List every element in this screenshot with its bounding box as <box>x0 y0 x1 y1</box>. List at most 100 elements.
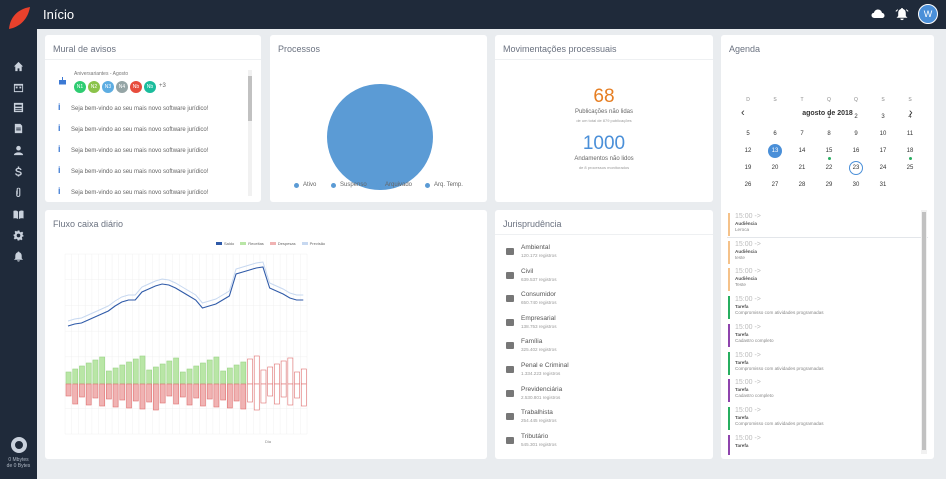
receita-bar[interactable] <box>233 364 240 385</box>
despesa-bar[interactable] <box>146 383 153 403</box>
receita-bar[interactable] <box>294 371 300 385</box>
agenda-event[interactable]: 15:00 -> Audiência Leroca <box>728 213 913 236</box>
agenda-event[interactable]: 15:00 -> Tarefa Cadastro completo <box>728 323 913 347</box>
calendar-day[interactable]: 29 <box>825 182 833 188</box>
birthdays-more[interactable]: +3 <box>159 83 166 89</box>
calendar-day[interactable]: 27 <box>771 182 779 188</box>
despesa-bar[interactable] <box>112 383 119 408</box>
receita-bar[interactable] <box>153 366 159 385</box>
calendar-day[interactable]: 9 <box>854 131 858 137</box>
agenda-event[interactable]: 15:00 -> Tarefa Cadastro completo <box>728 379 913 403</box>
receita-bar[interactable] <box>119 364 126 385</box>
receita-bar[interactable] <box>220 370 226 385</box>
despesa-bar[interactable] <box>206 383 213 400</box>
despesa-bar[interactable] <box>65 383 72 397</box>
nav-news[interactable] <box>0 98 37 116</box>
legend-item[interactable]: Saldo <box>216 241 234 246</box>
calendar-day[interactable]: 23 <box>849 161 863 175</box>
agenda-event[interactable]: 15:00 -> Audiência Teste <box>728 268 913 292</box>
agenda-event[interactable]: 15:00 -> Tarefa Compromisso com atividades… <box>728 296 913 320</box>
receita-bar[interactable] <box>85 362 92 385</box>
receita-bar[interactable] <box>260 369 267 385</box>
receita-bar[interactable] <box>139 355 146 385</box>
receita-bar[interactable] <box>240 361 247 385</box>
despesa-bar[interactable] <box>247 383 253 403</box>
receita-bar[interactable] <box>92 359 99 385</box>
legend-item[interactable]: Arquivado <box>376 182 412 188</box>
calendar-day[interactable]: 25 <box>906 165 914 171</box>
legend-item[interactable]: Despesas <box>269 241 296 246</box>
receita-bar[interactable] <box>253 355 260 385</box>
prev-month-button[interactable]: ‹ <box>741 107 745 119</box>
previsao-line[interactable] <box>67 261 304 322</box>
receita-bar[interactable] <box>267 366 274 385</box>
mural-scrollbar[interactable] <box>248 70 252 196</box>
despesa-bar[interactable] <box>166 383 173 397</box>
calendar-day[interactable]: 19 <box>744 165 752 171</box>
despesa-bar[interactable] <box>267 383 274 397</box>
nav-home[interactable] <box>0 57 37 75</box>
receita-bar[interactable] <box>159 363 166 385</box>
despesa-bar[interactable] <box>159 383 166 404</box>
despesa-bar[interactable] <box>173 383 179 405</box>
legend-item[interactable]: Previsão <box>301 241 325 246</box>
calendar-day[interactable]: 14 <box>798 148 806 154</box>
calendar-day[interactable]: 2 <box>854 114 858 120</box>
publicacoes-count[interactable]: 68 <box>593 86 615 107</box>
receita-bar[interactable] <box>173 357 179 385</box>
despesa-bar[interactable] <box>186 383 193 406</box>
receita-bar[interactable] <box>79 365 85 385</box>
notice-item[interactable]: i Seja bem-vindo ao seu mais novo softwar… <box>58 102 208 112</box>
notice-item[interactable]: i Seja bem-vindo ao seu mais novo softwar… <box>58 165 208 175</box>
agenda-event[interactable]: 15:00 -> Tarefa <box>728 434 913 455</box>
receita-bar[interactable] <box>132 358 139 385</box>
receita-bar[interactable] <box>146 369 153 385</box>
notice-item[interactable]: i Seja bem-vindo ao seu mais novo softwar… <box>58 144 208 154</box>
receita-bar[interactable] <box>99 356 105 385</box>
andamentos-count[interactable]: 1000 <box>582 133 626 154</box>
receita-bar[interactable] <box>126 361 132 385</box>
pie-slice-ativo[interactable] <box>327 84 433 190</box>
nav-library[interactable] <box>0 205 37 223</box>
nav-documents[interactable] <box>0 119 37 137</box>
receita-bar[interactable] <box>179 371 186 385</box>
legend-item[interactable]: Ativo <box>294 182 316 188</box>
despesa-bar[interactable] <box>92 383 99 399</box>
calendar-day[interactable]: 22 <box>825 165 833 171</box>
agenda-scrollbar[interactable] <box>921 210 927 454</box>
calendar-day[interactable]: 18 <box>906 148 914 154</box>
receita-bar[interactable] <box>227 367 233 385</box>
calendar-day[interactable]: 15 <box>825 148 833 154</box>
nav-attachments[interactable] <box>0 183 37 201</box>
receita-bar[interactable] <box>65 371 72 385</box>
calendar-day[interactable]: 21 <box>798 165 806 171</box>
calendar-day[interactable]: 26 <box>744 182 752 188</box>
calendar-day[interactable]: 1 <box>827 114 831 120</box>
receita-bar[interactable] <box>280 360 287 385</box>
despesa-bar[interactable] <box>287 383 294 406</box>
receita-bar[interactable] <box>200 362 206 385</box>
despesa-bar[interactable] <box>79 383 85 398</box>
receita-bar[interactable] <box>72 368 79 385</box>
despesa-bar[interactable] <box>240 383 247 410</box>
next-month-button[interactable]: › <box>909 107 913 119</box>
nav-finance[interactable] <box>0 162 37 180</box>
despesa-bar[interactable] <box>274 383 280 405</box>
calendar-day[interactable]: 6 <box>773 131 777 137</box>
logo-leaf-icon[interactable] <box>6 5 32 31</box>
despesa-bar[interactable] <box>119 383 126 401</box>
calendar-day[interactable]: 5 <box>746 131 750 137</box>
despesa-bar[interactable] <box>294 383 300 399</box>
cloud-button[interactable] <box>871 7 885 21</box>
receita-bar[interactable] <box>300 368 307 385</box>
despesa-bar[interactable] <box>260 383 267 404</box>
agenda-event[interactable]: 15:00 -> Tarefa Compromisso com atividades… <box>728 351 913 375</box>
despesa-bar[interactable] <box>193 383 200 399</box>
despesa-bar[interactable] <box>179 383 186 398</box>
nav-notifications[interactable] <box>0 247 37 265</box>
notifications-button[interactable] <box>895 7 909 21</box>
calendar-day[interactable]: 28 <box>798 182 806 188</box>
despesa-bar[interactable] <box>85 383 92 406</box>
calendar-day[interactable]: 7 <box>800 131 804 137</box>
calendar-day[interactable]: 24 <box>879 165 887 171</box>
